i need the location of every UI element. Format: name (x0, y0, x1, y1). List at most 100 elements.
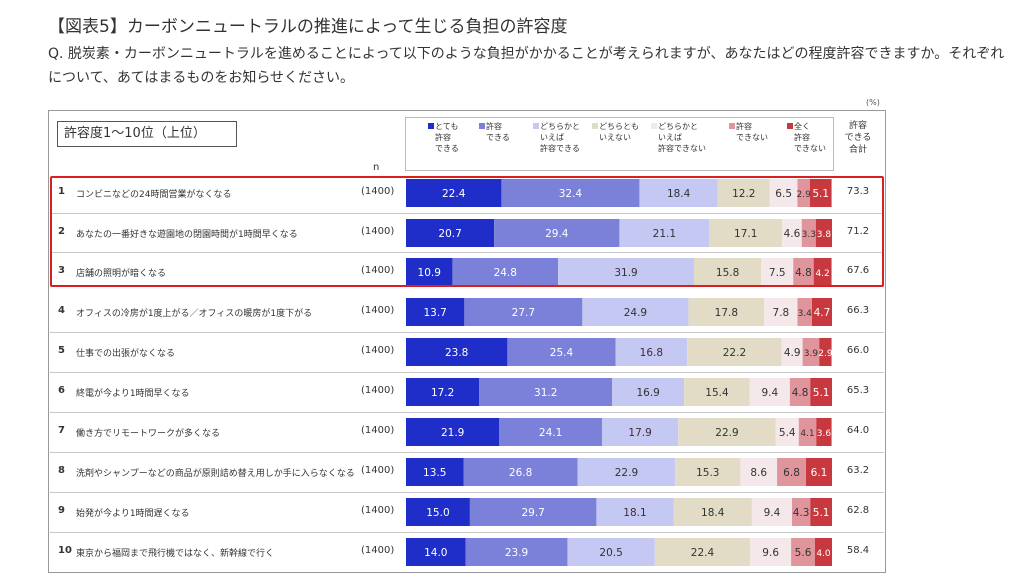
bar-value-label: 21.1 (653, 228, 676, 240)
bar-segment (654, 538, 751, 566)
bar-segment (406, 378, 480, 406)
bar-segment (687, 338, 782, 366)
bar-value-label: 9.6 (762, 547, 779, 559)
row-total: 63.2 (846, 465, 870, 476)
legend-swatch (651, 123, 657, 129)
bar-segment (761, 258, 794, 286)
unit-label: (%) (866, 98, 880, 107)
bar-segment (673, 498, 752, 526)
bar-segment (596, 498, 674, 526)
row-total: 65.3 (846, 385, 870, 396)
row-separator (50, 412, 884, 413)
bar-segment (802, 338, 820, 366)
bar-value-label: 12.2 (732, 188, 755, 200)
row-n: (1400) (361, 226, 395, 237)
bar-segment (406, 338, 508, 366)
bar-segment (465, 538, 568, 566)
total-column-header: 許容 できる 合計 (844, 121, 872, 155)
bar-value-label: 3.3 (802, 230, 816, 240)
chart-frame (48, 110, 886, 573)
legend-item: とても 許容 できる (428, 121, 459, 154)
bar-segment (615, 338, 688, 366)
bar-segment (810, 498, 832, 526)
bar-value-label: 9.4 (761, 387, 778, 399)
bar-value-label: 22.4 (442, 188, 466, 200)
bar-segment (499, 418, 602, 446)
legend-swatch (592, 123, 598, 129)
bar-value-label: 4.0 (816, 549, 831, 559)
bar-segment (639, 179, 718, 207)
row-total: 62.8 (846, 505, 870, 516)
row-rank: 9 (58, 505, 65, 516)
bar-value-label: 5.1 (812, 188, 829, 200)
bar-value-label: 15.0 (426, 507, 449, 519)
bar-segment (809, 179, 832, 207)
row-label: 洗剤やシャンプーなどの商品が原則詰め替え用しか手に入らなくなる (76, 469, 355, 479)
bar-value-label: 31.2 (534, 387, 557, 399)
bar-value-label: 15.4 (705, 387, 729, 399)
bar-value-label: 5.1 (813, 387, 830, 399)
bar-value-label: 24.1 (539, 427, 562, 439)
bar-segment (775, 418, 799, 446)
bar-segment (406, 538, 466, 566)
legend-swatch (479, 123, 485, 129)
bar-value-label: 4.3 (793, 507, 810, 519)
bar-segment (791, 538, 815, 566)
row-separator (50, 252, 884, 253)
bar-segment (797, 179, 810, 207)
bar-segment (582, 298, 689, 326)
bar-value-label: 24.8 (494, 267, 517, 279)
bar-value-label: 9.4 (764, 507, 781, 519)
bar-segment (469, 498, 597, 526)
legend-swatch (533, 123, 539, 129)
bar-value-label: 3.4 (798, 309, 813, 319)
row-rank: 7 (58, 425, 65, 436)
bar-segment (501, 179, 640, 207)
bar-segment (751, 498, 792, 526)
row-rank: 6 (58, 385, 65, 396)
bar-segment (463, 458, 578, 486)
bar-value-label: 29.4 (545, 228, 569, 240)
bar-segment (816, 418, 832, 446)
bar-segment (567, 538, 655, 566)
row-rank: 1 (58, 186, 65, 197)
bar-segment (781, 338, 803, 366)
bar-value-label: 4.2 (815, 269, 829, 279)
legend-swatch (787, 123, 793, 129)
bar-segment (406, 298, 465, 326)
row-label: 終電が今より1時間早くなる (76, 389, 190, 399)
bar-segment (406, 418, 500, 446)
row-total: 66.3 (846, 305, 870, 316)
bar-segment (619, 219, 710, 247)
bar-value-label: 17.9 (628, 427, 651, 439)
bar-value-label: 7.5 (769, 267, 786, 279)
row-rank: 4 (58, 305, 65, 316)
bar-value-label: 14.0 (424, 547, 447, 559)
row-separator (50, 372, 884, 373)
bar-value-label: 3.8 (817, 230, 832, 240)
bar-value-label: 17.2 (431, 387, 454, 399)
bar-segment (406, 458, 464, 486)
row-rank: 10 (58, 545, 72, 556)
row-separator (50, 452, 884, 453)
row-total: 64.0 (846, 425, 870, 436)
bar-segment (601, 418, 679, 446)
bar-value-label: 21.9 (441, 427, 464, 439)
row-separator (50, 213, 884, 214)
bar-value-label: 13.5 (423, 467, 446, 479)
row-total: 73.3 (846, 186, 870, 197)
bar-value-label: 18.4 (701, 507, 725, 519)
bar-value-label: 4.8 (795, 267, 812, 279)
row-total: 71.2 (846, 226, 870, 237)
bar-segment (684, 378, 750, 406)
legend-swatch (428, 123, 434, 129)
bar-segment (798, 418, 817, 446)
bar-segment (806, 458, 832, 486)
row-rank: 5 (58, 345, 65, 356)
bar-segment (406, 258, 453, 286)
bar-segment (406, 498, 470, 526)
bar-value-label: 15.8 (716, 267, 739, 279)
bar-value-label: 3.6 (817, 429, 832, 439)
row-n: (1400) (361, 505, 395, 516)
bar-segment (675, 458, 741, 486)
